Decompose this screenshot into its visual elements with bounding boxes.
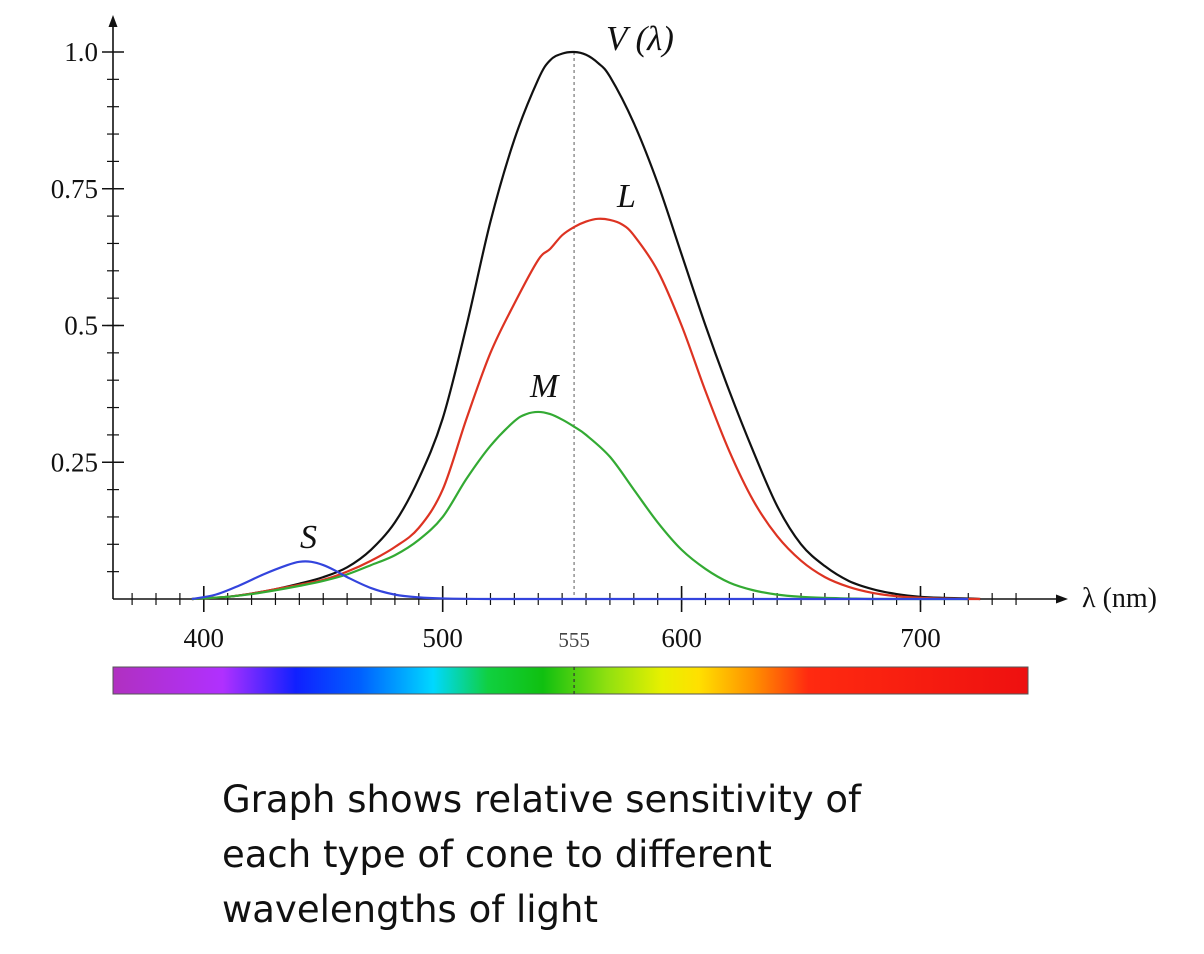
y-major-ticks: 0.25 0.5 0.75 1.0 — [51, 37, 124, 477]
caption-line-3: wavelengths of light — [222, 888, 598, 931]
series-line-l — [191, 217, 981, 601]
visible-spectrum-bar — [112, 666, 1029, 695]
series-lines — [191, 50, 981, 601]
caption-line-2: each type of cone to different — [222, 833, 772, 876]
x-tick-label: 600 — [661, 623, 702, 653]
y-tick-label: 0.5 — [64, 311, 98, 341]
x-axis: 400 500 555 600 700 λ (nm) — [113, 583, 1157, 653]
y-axis: 0.25 0.5 0.75 1.0 — [51, 15, 124, 599]
curve-label-v: V (λ) — [606, 19, 674, 58]
y-tick-label: 1.0 — [64, 37, 98, 67]
x-axis-label: λ (nm) — [1082, 583, 1157, 614]
y-tick-label: 0.25 — [51, 447, 98, 477]
x-tick-label: 400 — [184, 623, 225, 653]
series-line-s — [191, 560, 969, 601]
caption-line-1: Graph shows relative sensitivity of — [222, 778, 862, 821]
y-axis-arrow — [108, 15, 118, 27]
sensitivity-chart: 0.25 0.5 0.75 1.0 400 500 555 600 700 λ (nm) V … — [51, 15, 1157, 695]
curve-label-m: M — [529, 368, 560, 405]
x-tick-label: 500 — [422, 623, 463, 653]
x-major-ticks: 400 500 555 600 700 — [184, 586, 941, 653]
caption: Graph shows relative sensitivity of each… — [222, 772, 982, 937]
curve-label-s: S — [300, 519, 317, 556]
x-tick-label: 700 — [900, 623, 941, 653]
y-tick-label: 0.75 — [51, 174, 98, 204]
x-tick-label: 555 — [558, 628, 590, 652]
x-axis-arrow — [1056, 594, 1068, 604]
series-line-m — [191, 410, 969, 601]
series-line-v — [191, 50, 981, 601]
curve-label-l: L — [616, 178, 636, 215]
